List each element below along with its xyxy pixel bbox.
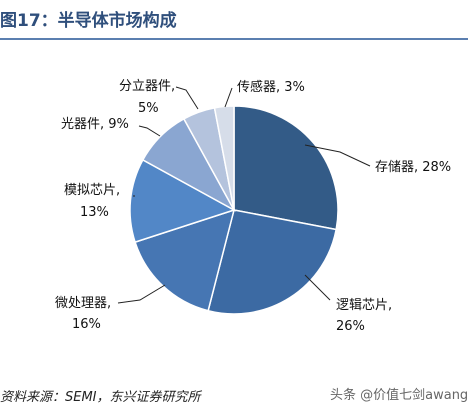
slice-label-6: 分立器件, (119, 79, 175, 94)
watermark: 头条 @价值七剑awang (330, 388, 468, 403)
leader-line-3 (117, 284, 166, 304)
leader-line-2 (304, 274, 331, 301)
leader-line-1 (304, 144, 371, 167)
chart-title: 图17：半导体市场构成 (0, 11, 177, 31)
slice-label-4-pct: 13% (80, 205, 109, 220)
leader-line-6 (175, 86, 199, 110)
slice-label-3-pct: 16% (72, 317, 101, 332)
slice-label-2-pct: 26% (336, 319, 365, 334)
pie-slice-2 (207, 209, 338, 315)
slice-label-6-pct: 5% (138, 101, 159, 116)
leader-line-5 (138, 125, 161, 137)
slice-label-5: 光器件, 9% (61, 117, 129, 132)
slice-label-3: 微处理器, (55, 296, 111, 311)
title-divider (0, 38, 468, 40)
slice-label-1: 存储器, 28% (375, 160, 451, 175)
slice-label-2: 逻辑芯片, (336, 298, 392, 313)
pie-slice-1 (233, 105, 339, 231)
slice-label-4: 模拟芯片, (64, 183, 120, 198)
slice-label-7: 传感器, 3% (237, 79, 305, 95)
leader-line-7 (224, 87, 233, 108)
pie-slice-4 (129, 158, 236, 244)
source-note: 资料来源：SEMI，东兴证券研究所 (0, 390, 201, 405)
pie-slice-7 (213, 105, 235, 211)
